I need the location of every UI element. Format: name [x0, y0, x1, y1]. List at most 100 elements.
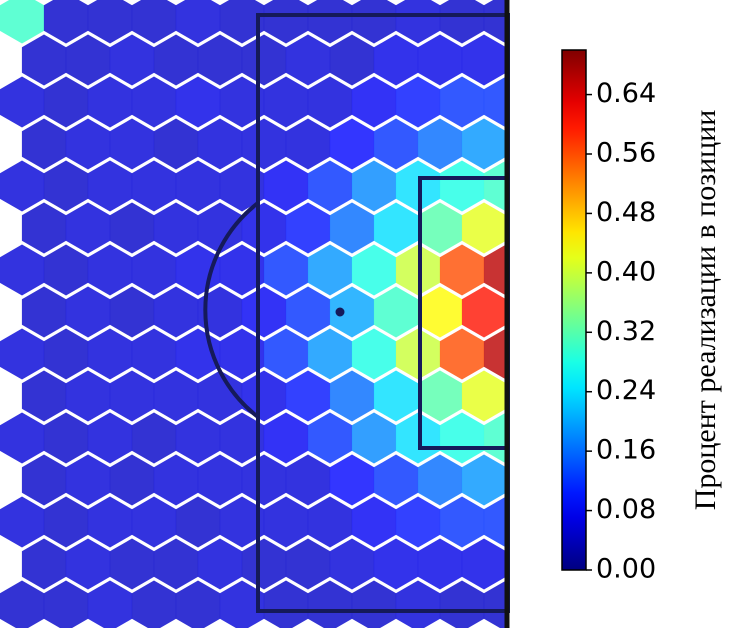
- hex-cell: [263, 412, 309, 464]
- hex-cell: [439, 244, 485, 296]
- hex-cell: [219, 412, 265, 464]
- hex-cell: [351, 160, 397, 212]
- hex-cell: [373, 370, 419, 422]
- hex-cell: [0, 76, 45, 128]
- hex-cell: [241, 34, 287, 86]
- hex-cell: [219, 76, 265, 128]
- hex-cell: [506, 539, 550, 590]
- hex-cell: [197, 538, 243, 590]
- hex-cell: [439, 496, 485, 548]
- hex-cell: [219, 580, 265, 628]
- hex-cell: [395, 496, 441, 548]
- hex-cell: [351, 496, 397, 548]
- hex-cell: [43, 0, 89, 44]
- hex-cell: [241, 286, 287, 338]
- hex-cell: [43, 160, 89, 212]
- hex-cell: [285, 454, 331, 506]
- hex-cell: [43, 76, 89, 128]
- hex-cell: [65, 118, 111, 170]
- colorbar-tick-label: 0.08: [596, 494, 656, 525]
- hex-cell: [285, 370, 331, 422]
- hex-cell: [219, 328, 265, 380]
- hex-cell: [219, 496, 265, 548]
- hex-cell: [483, 581, 505, 628]
- hex-cell: [483, 497, 505, 547]
- hex-cell: [417, 370, 463, 422]
- hex-cell: [329, 202, 375, 254]
- hex-cell: [483, 0, 505, 43]
- hex-cell: [285, 286, 331, 338]
- hex-cell: [21, 370, 67, 422]
- hex-cell: [373, 202, 419, 254]
- hex-cell: [351, 328, 397, 380]
- hex-cell: [153, 454, 199, 506]
- hex-cell: [307, 496, 353, 548]
- hex-cell: [461, 286, 505, 338]
- hex-cell: [0, 244, 45, 296]
- hex-cell: [175, 76, 221, 128]
- hex-cell: [461, 370, 505, 422]
- hex-cell: [65, 202, 111, 254]
- hex-cell: [153, 34, 199, 86]
- hex-cell: [219, 244, 265, 296]
- hex-cell: [197, 202, 243, 254]
- hex-cell: [483, 161, 505, 211]
- hex-cell: [307, 328, 353, 380]
- hex-cell: [373, 118, 419, 170]
- hex-cell: [43, 412, 89, 464]
- hex-cell: [175, 580, 221, 628]
- hex-cell: [197, 118, 243, 170]
- hex-cell: [153, 118, 199, 170]
- hex-cell: [263, 496, 309, 548]
- hex-cell: [373, 538, 419, 590]
- hex-cell: [153, 538, 199, 590]
- hex-cell: [483, 329, 505, 379]
- hex-cell: [461, 454, 505, 506]
- hex-cell: [21, 34, 67, 86]
- hex-cell: [439, 0, 485, 44]
- hex-cell: [329, 370, 375, 422]
- hex-cell: [87, 496, 133, 548]
- hex-cell: [461, 118, 505, 170]
- hex-cell: [461, 202, 505, 254]
- hex-cell: [131, 328, 177, 380]
- hex-cell: [109, 118, 155, 170]
- hex-cell: [87, 244, 133, 296]
- hex-cell: [439, 76, 485, 128]
- hex-cell: [263, 580, 309, 628]
- hex-cell: [506, 287, 550, 338]
- hex-cell: [87, 76, 133, 128]
- hex-cell: [506, 203, 550, 254]
- hex-cell: [197, 370, 243, 422]
- hex-cell: [219, 0, 265, 44]
- colorbar-tick-label: 0.64: [596, 78, 656, 109]
- hex-cell: [87, 0, 133, 44]
- hex-cell: [241, 370, 287, 422]
- hex-cell: [131, 580, 177, 628]
- hex-cell: [439, 160, 485, 212]
- hex-cell: [351, 412, 397, 464]
- hex-cell: [506, 119, 550, 170]
- hex-cell: [395, 0, 441, 44]
- hex-cell: [109, 202, 155, 254]
- hex-cell: [131, 160, 177, 212]
- hex-cell: [417, 454, 463, 506]
- hex-cell: [439, 412, 485, 464]
- hex-cell: [0, 412, 45, 464]
- penalty-spot: [335, 307, 345, 317]
- colorbar-tick-label: 0.32: [596, 316, 656, 347]
- hex-cell: [0, 328, 45, 380]
- hex-cell: [395, 76, 441, 128]
- hex-cell: [175, 496, 221, 548]
- hex-cell: [241, 538, 287, 590]
- hex-cell: [241, 118, 287, 170]
- hex-cell: [351, 0, 397, 44]
- hex-cell: [65, 370, 111, 422]
- hex-cell: [0, 0, 45, 44]
- hex-cell: [21, 118, 67, 170]
- hex-cell: [131, 76, 177, 128]
- colorbar-tick-label: 0.16: [596, 435, 656, 466]
- hex-cell: [131, 0, 177, 44]
- hex-cell: [307, 244, 353, 296]
